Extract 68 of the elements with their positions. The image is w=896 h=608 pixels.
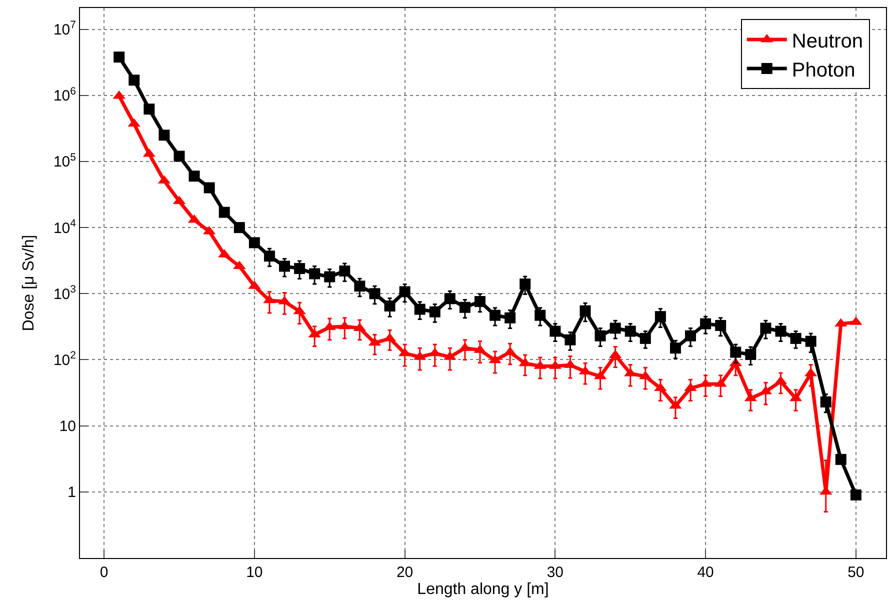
point <box>264 250 275 262</box>
point <box>685 330 696 342</box>
point <box>234 222 245 234</box>
point <box>174 150 185 162</box>
point <box>128 74 140 86</box>
point <box>640 332 651 344</box>
x-tick-label: 30 <box>546 564 564 581</box>
point <box>654 311 666 322</box>
point <box>820 396 832 408</box>
point <box>158 130 170 141</box>
point <box>474 296 486 308</box>
point <box>730 346 742 358</box>
x-tick-label: 20 <box>396 564 414 581</box>
point <box>114 52 125 63</box>
point <box>745 349 756 360</box>
x-tick-label: 40 <box>697 564 714 581</box>
point <box>775 326 786 337</box>
y-axis-title: Dose [μ Sv/h] <box>20 234 38 332</box>
y-tick-label: 10$^{7}$ <box>53 19 76 39</box>
point <box>188 170 200 182</box>
legend-label: Photon <box>792 59 856 82</box>
point <box>594 330 606 342</box>
y-tick-label: 10$^{4}$ <box>53 218 76 237</box>
point <box>550 326 561 337</box>
point <box>309 268 320 280</box>
point <box>504 312 516 324</box>
y-tick-label: 10$^{6}$ <box>53 85 76 105</box>
point <box>279 260 290 272</box>
point <box>760 322 772 334</box>
x-axis-title: Length along y [m] <box>417 581 549 598</box>
point <box>835 454 846 465</box>
point <box>624 326 636 337</box>
point <box>414 304 426 315</box>
point <box>459 302 470 313</box>
y-tick-label: 1 <box>68 484 76 502</box>
point <box>490 310 501 321</box>
point <box>354 280 366 292</box>
point <box>564 334 576 346</box>
point <box>294 263 306 274</box>
point <box>204 182 215 194</box>
y-tick-label: 10$^{3}$ <box>53 284 76 303</box>
point <box>850 489 862 500</box>
point <box>670 342 681 354</box>
legend-label: Neutron <box>792 30 864 52</box>
point <box>805 336 816 347</box>
point <box>324 271 336 282</box>
point <box>429 306 440 318</box>
point <box>534 310 546 321</box>
point <box>144 104 155 115</box>
y-tick-label: 10$^{2}$ <box>53 350 76 369</box>
point <box>399 286 410 298</box>
point <box>700 318 712 330</box>
point <box>369 288 380 300</box>
point <box>520 278 531 290</box>
x-tick-label: 50 <box>848 564 864 581</box>
x-tick-label: 10 <box>246 564 263 581</box>
point <box>715 320 726 331</box>
y-tick-label: 10$^{5}$ <box>53 151 76 171</box>
point <box>444 293 456 304</box>
y-tick-label: 10 <box>59 418 76 436</box>
point <box>248 237 260 248</box>
x-tick-label: 0 <box>100 564 108 581</box>
point <box>790 332 802 344</box>
point <box>339 266 350 277</box>
point <box>610 322 621 334</box>
point <box>580 305 591 316</box>
point <box>384 300 396 312</box>
point <box>218 206 230 218</box>
